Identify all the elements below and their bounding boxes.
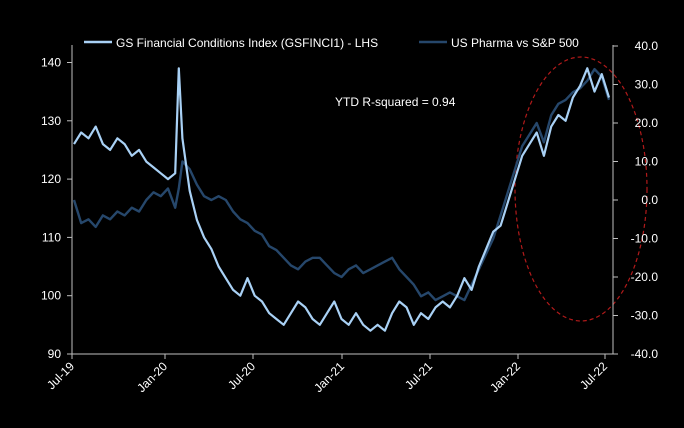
- series-line-fci: [73, 67, 611, 332]
- x-tick-label: Jan-21: [311, 359, 347, 395]
- right-tick-label: 40.0: [635, 39, 659, 53]
- right-tick-label: 30.0: [635, 78, 659, 92]
- left-tick-label: 110: [42, 230, 61, 244]
- series-line-pharma: [72, 67, 611, 302]
- right-tick-label: 10.0: [635, 155, 659, 169]
- x-tick-label: Jan-22: [487, 359, 523, 395]
- left-tick-label: 140: [41, 55, 61, 69]
- x-tick-label: Jul-20: [225, 359, 258, 392]
- legend: GS Financial Conditions Index (GSFINCI1)…: [84, 36, 579, 50]
- annotation-r-squared: YTD R-squared = 0.94: [335, 95, 456, 109]
- x-tick-label: Jul-21: [402, 359, 435, 392]
- x-tick-label: Jul-19: [44, 359, 77, 392]
- x-tick-label: Jan-20: [134, 359, 170, 395]
- highlight-ellipse: [514, 56, 648, 322]
- right-tick-label: -20.0: [631, 270, 659, 284]
- right-tick-label: 20.0: [635, 116, 659, 130]
- left-tick-label: 100: [41, 289, 61, 303]
- right-tick-label: -30.0: [631, 309, 659, 323]
- left-tick-label: 90: [48, 347, 62, 361]
- legend-label-fci: GS Financial Conditions Index (GSFINCI1)…: [116, 36, 378, 50]
- right-tick-label: 0.0: [641, 193, 658, 207]
- legend-label-pharma: US Pharma vs S&P 500: [451, 36, 579, 50]
- left-tick-label: 130: [41, 114, 61, 128]
- x-tick-label: Jul-22: [577, 359, 610, 392]
- left-tick-label: 120: [41, 172, 61, 186]
- right-tick-label: -40.0: [631, 347, 659, 361]
- right-tick-label: -10.0: [631, 232, 659, 246]
